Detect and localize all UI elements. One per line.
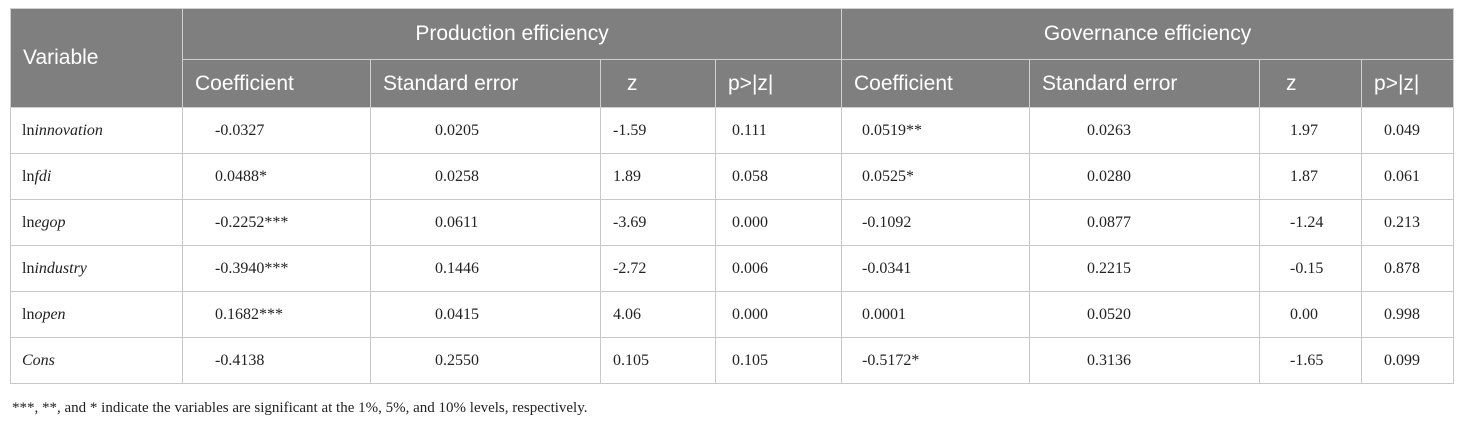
ge-z-cell: -1.65: [1259, 337, 1363, 384]
variable-label: industry: [34, 259, 87, 277]
header-production-efficiency: Production efficiency: [181, 8, 843, 60]
variable-prefix: ln: [22, 121, 35, 139]
table-row: lnegop -0.2252*** 0.0611 -3.69 0.000 -0.1092 0…: [10, 199, 1455, 246]
ge-p-value-cell: 0.049: [1361, 107, 1455, 154]
ge-z-cell: 1.87: [1259, 153, 1363, 200]
variable-name: lnegop: [10, 199, 183, 246]
pe-z-cell: 4.06: [600, 291, 716, 338]
variable-name: Cons: [10, 337, 183, 384]
significance-note: ***, **, and * indicate the variables ar…: [12, 400, 588, 416]
header-governance-efficiency: Governance efficiency: [841, 8, 1455, 60]
variable-prefix: ln: [22, 167, 35, 185]
pe-p-value-cell: 0.058: [714, 153, 843, 200]
pe-standard-error-cell: 0.0611: [370, 199, 601, 246]
pe-coefficient-cell: -0.3940***: [182, 245, 371, 292]
ge-p-value-cell: 0.213: [1361, 199, 1455, 246]
variable-prefix: ln: [22, 259, 35, 277]
variable-label: fdi: [34, 167, 52, 185]
variable-prefix: ln: [22, 305, 35, 323]
pe-z-cell: 0.105: [600, 337, 716, 384]
variable-name: lninnovation: [10, 107, 183, 154]
ge-coefficient-cell: 0.0525*: [841, 153, 1031, 200]
pe-z-cell: -2.72: [600, 245, 716, 292]
variable-prefix: ln: [22, 213, 35, 231]
header-standard-error: Standard error: [1029, 59, 1261, 108]
ge-coefficient-cell: -0.1092: [841, 199, 1031, 246]
ge-p-value-cell: 0.099: [1361, 337, 1455, 384]
variable-name: lnfdi: [10, 153, 183, 200]
pe-p-value-cell: 0.111: [714, 107, 843, 154]
pe-standard-error-cell: 0.1446: [370, 245, 601, 292]
variable-label: open: [34, 305, 66, 323]
ge-z-cell: 1.97: [1259, 107, 1363, 154]
ge-z-cell: 0.00: [1259, 291, 1363, 338]
ge-standard-error-cell: 0.3136: [1029, 337, 1261, 384]
header-coefficient: Coefficient: [182, 59, 371, 108]
pe-z-cell: 1.89: [600, 153, 716, 200]
ge-p-value-cell: 0.061: [1361, 153, 1455, 200]
ge-z-cell: -1.24: [1259, 199, 1363, 246]
variable-label: egop: [34, 213, 66, 231]
pe-coefficient-cell: -0.2252***: [182, 199, 371, 246]
ge-p-value-cell: 0.998: [1361, 291, 1455, 338]
pe-z-cell: -1.59: [600, 107, 716, 154]
header-standard-error: Standard error: [370, 59, 601, 108]
table-row: lnfdi 0.0488* 0.0258 1.89 0.058 0.0525* 0.0280…: [10, 153, 1455, 200]
table-row: lnindustry -0.3940*** 0.1446 -2.72 0.006 -0.0…: [10, 245, 1455, 292]
regression-table: Variable Production efficiency Governanc…: [10, 8, 1455, 384]
table-body: lninnovation -0.0327 0.0205 -1.59 0.111 0.051…: [10, 107, 1455, 384]
pe-p-value-cell: 0.000: [714, 291, 843, 338]
pe-standard-error-cell: 0.0205: [370, 107, 601, 154]
table-row: Cons -0.4138 0.2550 0.105 0.105 -0.5172* 0.313…: [10, 337, 1455, 384]
header-p-value: p>|z|: [1361, 59, 1455, 108]
ge-coefficient-cell: 0.0519**: [841, 107, 1031, 154]
header-z: z: [600, 59, 716, 108]
pe-coefficient-cell: 0.0488*: [182, 153, 371, 200]
ge-standard-error-cell: 0.2215: [1029, 245, 1261, 292]
pe-standard-error-cell: 0.0258: [370, 153, 601, 200]
ge-standard-error-cell: 0.0520: [1029, 291, 1261, 338]
header-variable: Variable: [10, 8, 183, 108]
ge-z-cell: -0.15: [1259, 245, 1363, 292]
pe-coefficient-cell: -0.0327: [182, 107, 371, 154]
pe-p-value-cell: 0.105: [714, 337, 843, 384]
pe-standard-error-cell: 0.2550: [370, 337, 601, 384]
ge-standard-error-cell: 0.0280: [1029, 153, 1261, 200]
pe-z-cell: -3.69: [600, 199, 716, 246]
table-row: lninnovation -0.0327 0.0205 -1.59 0.111 0.051…: [10, 107, 1455, 154]
ge-standard-error-cell: 0.0877: [1029, 199, 1261, 246]
ge-coefficient-cell: -0.0341: [841, 245, 1031, 292]
table-row: lnopen 0.1682*** 0.0415 4.06 0.000 0.0001 0.05…: [10, 291, 1455, 338]
variable-label: Cons: [22, 351, 55, 369]
variable-name: lnopen: [10, 291, 183, 338]
pe-coefficient-cell: -0.4138: [182, 337, 371, 384]
variable-label: innovation: [34, 121, 103, 139]
header-coefficient: Coefficient: [841, 59, 1031, 108]
pe-p-value-cell: 0.000: [714, 199, 843, 246]
header-z: z: [1259, 59, 1363, 108]
ge-coefficient-cell: 0.0001: [841, 291, 1031, 338]
pe-coefficient-cell: 0.1682***: [182, 291, 371, 338]
pe-p-value-cell: 0.006: [714, 245, 843, 292]
ge-standard-error-cell: 0.0263: [1029, 107, 1261, 154]
pe-standard-error-cell: 0.0415: [370, 291, 601, 338]
header-p-value: p>|z|: [714, 59, 843, 108]
variable-name: lnindustry: [10, 245, 183, 292]
ge-coefficient-cell: -0.5172*: [841, 337, 1031, 384]
ge-p-value-cell: 0.878: [1361, 245, 1455, 292]
